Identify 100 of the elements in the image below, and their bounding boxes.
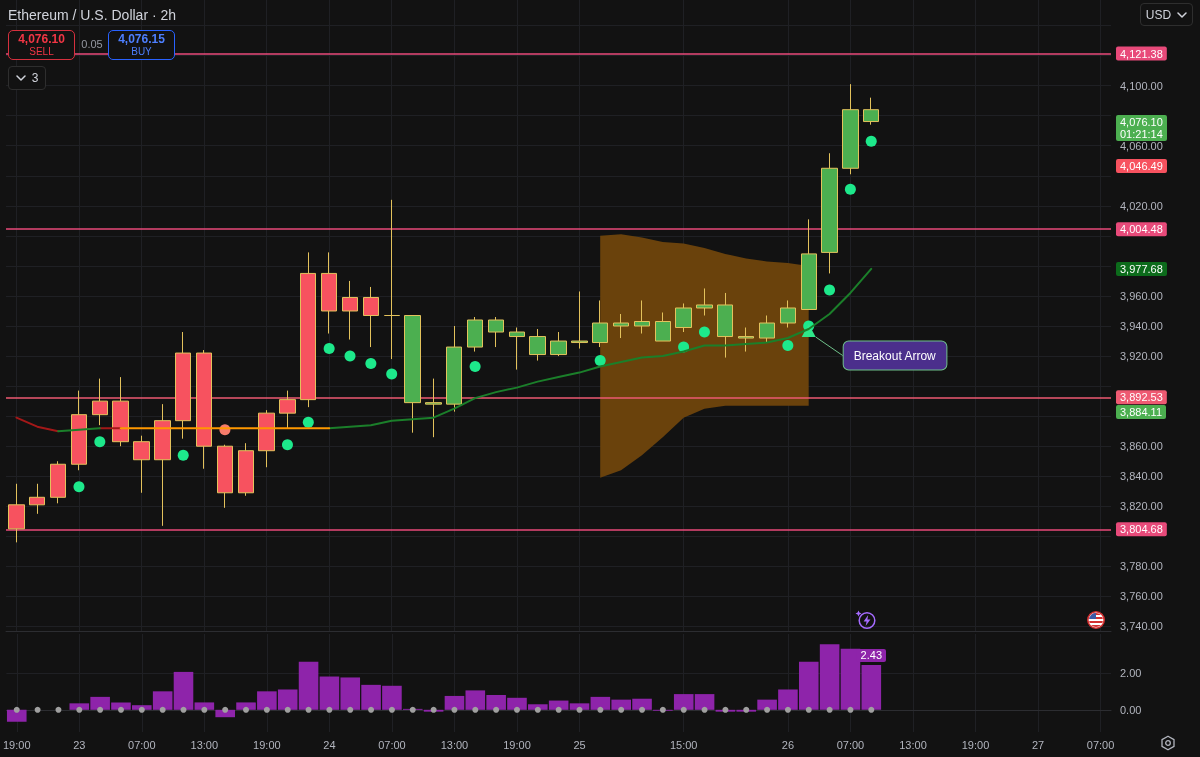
y-tick-label: 3,820.00: [1120, 500, 1163, 513]
x-tick-label: 19:00: [503, 738, 531, 751]
candlestick: [696, 287, 713, 316]
x-tick-label: 15:00: [669, 738, 698, 751]
candlestick: [404, 315, 421, 434]
candlestick: [133, 435, 150, 494]
candlestick: [613, 313, 629, 339]
x-tick-label: 07:00: [1086, 738, 1115, 751]
ref-line-label: 4,004.48: [1120, 223, 1163, 236]
candlestick: [446, 325, 462, 413]
bar: [6, 709, 27, 722]
x-tick-label: 13:00: [190, 738, 219, 751]
candlestick: [321, 251, 337, 335]
text: Breakout Arrow: [853, 348, 937, 363]
bar: [173, 671, 194, 710]
sell-button: 4,076.10 SELL: [8, 30, 75, 60]
point: [865, 135, 877, 147]
x-tick-label: 07:00: [836, 738, 865, 751]
point: [365, 358, 377, 370]
ref-line-label: 3,804.68: [1120, 523, 1163, 536]
annotation: 3: [31, 71, 39, 85]
x-tick-label: 23: [73, 738, 86, 751]
candlestick: [196, 349, 212, 470]
candlestick: [467, 316, 483, 353]
candlestick: [154, 403, 171, 527]
y-tick-label: 4,060.00: [1120, 139, 1163, 152]
text: 4,046.49: [1120, 160, 1163, 172]
x-tick-label: 27: [1031, 738, 1045, 751]
x-tick-label: 19:00: [253, 738, 281, 751]
y-tick-label: 2.00: [1120, 666, 1142, 679]
y-tick-label: 3,920.00: [1120, 350, 1163, 363]
x-tick-label: 24: [323, 738, 336, 751]
bar: [444, 695, 465, 710]
x-tick-label: 19:00: [961, 738, 990, 751]
y-tick-label: 4,020.00: [1120, 199, 1163, 212]
candlestick: [92, 378, 108, 426]
candlestick: [258, 409, 275, 468]
y-tick-label: 3,860.00: [1120, 440, 1163, 453]
candlestick: [112, 376, 129, 447]
candlestick: [363, 286, 379, 348]
point: [281, 439, 293, 451]
y-tick-label: 3,960.00: [1120, 289, 1163, 302]
candlestick: [634, 299, 650, 335]
candlestick: [821, 152, 838, 274]
candlestick: [71, 390, 87, 471]
text: Ethereum / U.S. Dollar · 2h: [8, 6, 177, 24]
x-tick-label: 26: [781, 738, 795, 751]
candlestick: [529, 328, 546, 362]
candlestick: [425, 378, 442, 438]
x-tick-label: 13:00: [440, 738, 469, 751]
annotation: 0.05: [80, 38, 104, 50]
collapse-button: 3: [8, 66, 46, 90]
candlestick: [738, 327, 754, 353]
y-tick-label: 0.00: [1120, 703, 1142, 716]
y-tick-label: 3,940.00: [1120, 320, 1163, 333]
annotation: 4,076.15: [117, 32, 166, 46]
point: [302, 416, 314, 428]
x-tick-label: 13:00: [899, 738, 927, 751]
point: [94, 436, 106, 448]
text: 3,977.68: [1120, 263, 1163, 275]
candlestick: [50, 460, 66, 504]
ref-line-label: 3,892.53: [1120, 391, 1163, 404]
x-tick-label: 25: [573, 738, 586, 751]
point: [177, 449, 189, 461]
y-tick-label: 3,780.00: [1120, 560, 1163, 573]
point: [594, 355, 606, 367]
candlestick: [8, 483, 25, 543]
candlestick: [342, 280, 358, 341]
candlestick: [759, 315, 775, 344]
x-tick-label: 07:00: [378, 738, 406, 751]
point: [469, 361, 481, 373]
candlestick: [655, 312, 671, 342]
data-label: 2.43: [860, 649, 883, 662]
candlestick: [801, 218, 817, 310]
point: [782, 340, 794, 352]
y-tick-label: 4,100.00: [1120, 79, 1163, 92]
y-tick-label: 3,740.00: [1120, 620, 1163, 633]
candlestick: [238, 442, 254, 497]
candlestick: [29, 483, 45, 515]
candlestick: [842, 83, 859, 175]
candlestick: [488, 316, 504, 348]
text: 3,884.11: [1120, 406, 1163, 418]
point: [344, 350, 356, 362]
candlestick: [300, 251, 316, 408]
candlestick: [279, 390, 296, 429]
candlestick: [675, 302, 692, 333]
candlestick: [509, 327, 525, 371]
annotation: SELL: [28, 46, 55, 57]
x-tick-label: 07:00: [128, 738, 156, 751]
ref-line-label: 4,121.38: [1120, 47, 1163, 60]
candlestick: [550, 331, 567, 357]
text: 4,076.10 01:21:14: [1120, 116, 1163, 140]
candlestick: [863, 97, 879, 126]
candlestick: [217, 444, 233, 509]
point: [698, 326, 710, 338]
bar: [194, 702, 215, 710]
point: [386, 368, 398, 380]
point: [824, 284, 836, 296]
candlestick: [592, 299, 608, 348]
point: [323, 343, 335, 355]
